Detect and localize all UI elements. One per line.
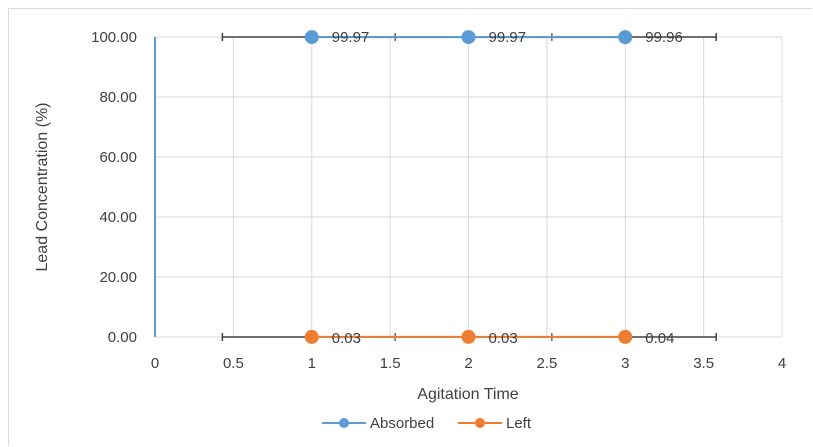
data-label: 0.03 (489, 330, 518, 347)
data-point-absorbed (618, 30, 633, 45)
chart-frame (8, 8, 812, 446)
x-tick-label: 0.5 (223, 355, 244, 372)
y-axis-title: Lead Concentration (%) (34, 103, 51, 272)
data-point-absorbed (461, 30, 476, 45)
legend-label-left: Left (506, 415, 532, 432)
y-tick-label: 20.00 (99, 269, 137, 286)
grid-layer (155, 36, 783, 338)
label-layer: 99.97 99.97 99.96 0.03 0.03 0.04 (332, 29, 683, 347)
x-axis-title: Agitation Time (417, 386, 518, 403)
legend-label-absorbed: Absorbed (370, 415, 434, 432)
y-tick-label: 80.00 (99, 89, 137, 106)
data-label: 0.04 (645, 330, 674, 347)
x-tick-label: 3.5 (693, 355, 714, 372)
y-tick-label: 60.00 (99, 149, 137, 166)
data-label: 99.97 (489, 29, 527, 46)
legend-marker-absorbed (339, 418, 349, 428)
data-point-left (461, 329, 476, 344)
data-point-left (304, 329, 319, 344)
y-tick-label: 100.00 (91, 29, 137, 46)
legend: Absorbed Left (322, 415, 532, 432)
axis-layer: 0 0.5 1 1.5 2 2.5 3 3.5 40.0020.0040.0060.0080.0… (91, 29, 786, 372)
x-tick-label: 2 (464, 355, 472, 372)
data-point-absorbed (304, 30, 319, 45)
x-tick-label: 1 (308, 355, 316, 372)
data-label: 99.96 (645, 29, 683, 46)
x-tick-label: 0 (151, 355, 159, 372)
legend-marker-left (475, 418, 485, 428)
data-label: 99.97 (332, 29, 370, 46)
x-tick-label: 1.5 (380, 355, 401, 372)
data-label: 0.03 (332, 330, 361, 347)
x-tick-label: 2.5 (536, 355, 557, 372)
y-tick-label: 40.00 (99, 209, 137, 226)
y-tick-label: 0.00 (108, 329, 137, 346)
series-layer (304, 30, 633, 344)
x-tick-label: 3 (621, 355, 629, 372)
x-tick-label: 4 (778, 355, 786, 372)
data-point-left (618, 329, 633, 344)
